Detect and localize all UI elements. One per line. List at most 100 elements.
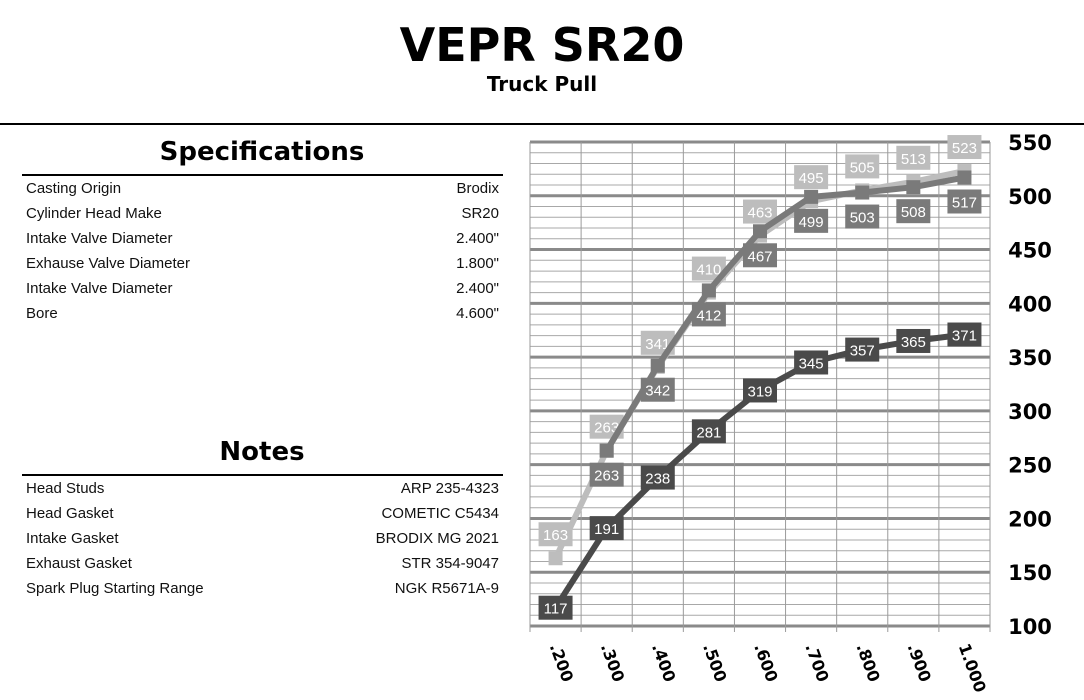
note-row: Head Studs ARP 235-4323 — [26, 476, 499, 501]
data-label: 117 — [544, 601, 568, 618]
x-tick-label: .600 — [750, 641, 781, 685]
y-tick-label: 150 — [1008, 561, 1052, 585]
spec-value: Brodix — [456, 180, 499, 197]
spec-value: SR20 — [461, 205, 499, 222]
spec-value: 1.800" — [456, 255, 499, 272]
data-label-box — [640, 377, 675, 402]
data-point-marker — [548, 551, 563, 566]
data-label: 341 — [645, 336, 670, 353]
data-point-marker — [753, 224, 767, 239]
series-line — [604, 174, 966, 453]
notes-table: Head Studs ARP 235-4323 Head Gasket COMETI… — [26, 476, 499, 601]
data-label: 505 — [850, 159, 875, 176]
data-label: 263 — [594, 420, 619, 437]
data-point-marker — [599, 443, 614, 458]
note-label: Intake Gasket — [26, 530, 119, 547]
data-label-box — [845, 154, 880, 179]
data-label-box — [947, 322, 982, 347]
data-label-box — [794, 208, 829, 233]
page-title: VEPR SR20 — [399, 18, 685, 72]
data-label-box — [896, 199, 931, 224]
data-label-box — [589, 516, 624, 541]
data-label: 281 — [696, 424, 721, 441]
spec-row: Cylinder Head Make SR20 — [26, 201, 499, 226]
spec-row: Casting Origin Brodix — [26, 176, 499, 201]
spec-label: Intake Valve Diameter — [26, 280, 173, 297]
data-label: 263 — [594, 468, 619, 485]
data-point-marker — [650, 358, 665, 373]
data-label: 412 — [696, 307, 721, 324]
spec-label: Bore — [26, 305, 58, 322]
data-label-box — [743, 199, 777, 224]
data-label-box — [794, 350, 829, 375]
note-value: COMETIC C5434 — [381, 505, 499, 522]
data-label: 365 — [901, 334, 926, 351]
data-label-box — [845, 204, 880, 229]
data-point-marker — [957, 170, 972, 185]
specifications-title: Specifications — [159, 137, 365, 167]
x-tick-label: .700 — [801, 641, 832, 685]
data-label-box — [538, 595, 573, 620]
data-label-box — [743, 378, 777, 403]
spec-label: Exhause Valve Diameter — [26, 255, 190, 272]
data-label: 238 — [645, 471, 670, 488]
data-label: 495 — [799, 170, 824, 187]
data-label-box — [589, 462, 624, 487]
header-divider — [0, 123, 1084, 125]
note-label: Head Studs — [26, 480, 105, 497]
note-row: Head Gasket COMETIC C5434 — [26, 501, 499, 526]
data-label: 345 — [799, 355, 824, 372]
data-label-box — [640, 465, 675, 490]
data-label-box — [845, 337, 880, 362]
data-label-box — [947, 135, 982, 160]
x-tick-label: 1.000 — [955, 641, 990, 695]
y-tick-label: 200 — [1008, 507, 1052, 531]
x-tick-label: .800 — [852, 641, 883, 685]
x-tick-label: .300 — [597, 641, 628, 685]
spec-row: Intake Valve Diameter 2.400" — [26, 226, 499, 251]
note-row: Spark Plug Starting Range NGK R5671A-9 — [26, 576, 499, 601]
spec-label: Casting Origin — [26, 180, 122, 197]
data-label: 163 — [543, 527, 568, 544]
page-subtitle: Truck Pull — [486, 72, 598, 96]
data-label-box — [691, 302, 726, 327]
data-label: 503 — [850, 210, 875, 227]
spec-row: Bore 4.600" — [26, 301, 499, 326]
data-label: 523 — [952, 140, 977, 157]
data-label: 319 — [747, 383, 772, 400]
x-tick-label: .900 — [904, 641, 935, 685]
data-label: 467 — [747, 248, 772, 265]
spec-row: Exhause Valve Diameter 1.800" — [26, 251, 499, 276]
x-tick-label: .400 — [648, 641, 679, 685]
y-tick-label: 300 — [1008, 400, 1052, 424]
spec-label: Intake Valve Diameter — [26, 230, 173, 247]
data-label-box — [538, 522, 573, 547]
spec-value: 4.600" — [456, 305, 499, 322]
data-label-box — [947, 189, 982, 214]
data-point-marker — [855, 185, 870, 200]
note-value: NGK R5671A-9 — [394, 580, 499, 597]
data-label: 410 — [696, 262, 721, 279]
data-label-box — [691, 419, 726, 444]
notes-divider — [22, 474, 503, 476]
data-label: 517 — [952, 194, 977, 211]
data-label: 191 — [594, 521, 619, 538]
specifications-table: Casting Origin Brodix Cylinder Head Make S… — [26, 176, 499, 326]
note-value: STR 354-9047 — [401, 555, 499, 572]
spec-value: 2.400" — [456, 230, 499, 247]
data-point-marker — [804, 189, 819, 204]
data-label: 499 — [799, 214, 824, 231]
data-label: 463 — [747, 205, 772, 222]
note-label: Head Gasket — [26, 505, 114, 522]
x-tick-label: .200 — [546, 641, 577, 685]
note-row: Intake Gasket BRODIX MG 2021 — [26, 526, 499, 551]
x-tick-label: .500 — [699, 641, 730, 685]
y-tick-label: 400 — [1008, 292, 1052, 316]
data-label: 513 — [901, 151, 926, 168]
specifications-divider — [22, 174, 503, 176]
y-tick-label: 250 — [1008, 454, 1052, 478]
data-point-marker — [906, 180, 921, 195]
y-tick-label: 550 — [1008, 131, 1052, 155]
data-label-box — [743, 243, 777, 268]
